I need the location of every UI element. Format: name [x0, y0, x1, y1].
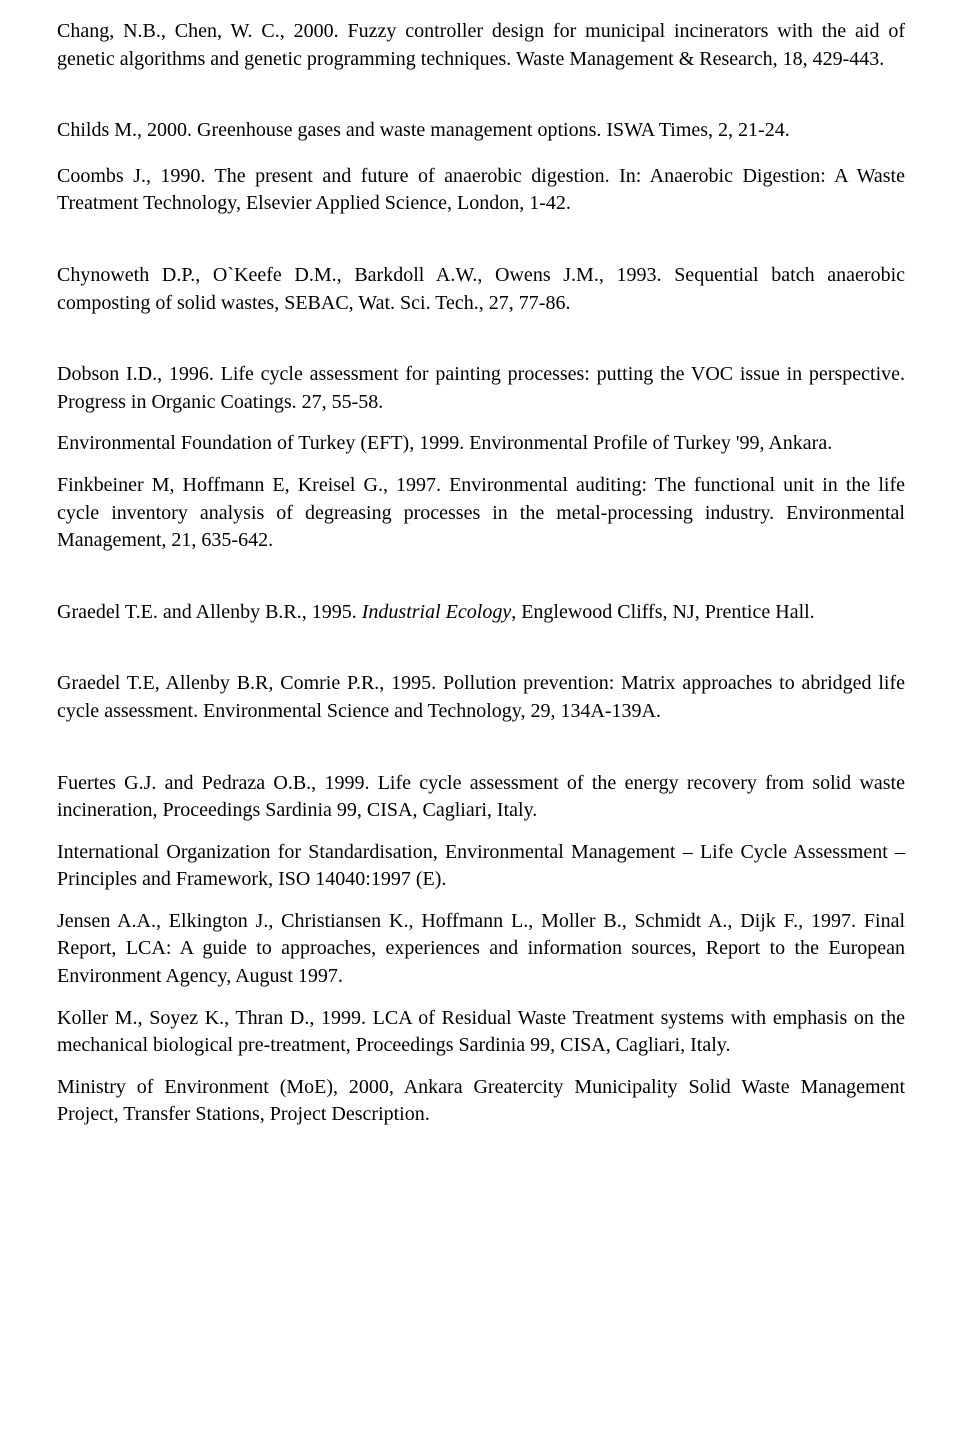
reference-iso: International Organization for Standardi…: [57, 839, 905, 894]
reference-childs: Childs M., 2000. Greenhouse gases and wa…: [57, 117, 905, 145]
reference-moe: Ministry of Environment (MoE), 2000, Ank…: [57, 1074, 905, 1129]
reference-finkbeiner: Finkbeiner M, Hoffmann E, Kreisel G., 19…: [57, 472, 905, 555]
reference-dobson: Dobson I.D., 1996. Life cycle assessment…: [57, 361, 905, 416]
reference-graedel-allenby: Graedel T.E. and Allenby B.R., 1995. Ind…: [57, 599, 905, 627]
reference-graedel-comrie: Graedel T.E, Allenby B.R, Comrie P.R., 1…: [57, 670, 905, 725]
graedel-post: , Englewood Cliffs, NJ, Prentice Hall.: [511, 601, 814, 623]
reference-koller: Koller M., Soyez K., Thran D., 1999. LCA…: [57, 1005, 905, 1060]
graedel-pre: Graedel T.E. and Allenby B.R., 1995.: [57, 601, 362, 623]
reference-fuertes: Fuertes G.J. and Pedraza O.B., 1999. Lif…: [57, 770, 905, 825]
reference-chang: Chang, N.B., Chen, W. C., 2000. Fuzzy co…: [57, 18, 905, 73]
reference-eft: Environmental Foundation of Turkey (EFT)…: [57, 430, 905, 458]
reference-chynoweth: Chynoweth D.P., O`Keefe D.M., Barkdoll A…: [57, 262, 905, 317]
reference-jensen: Jensen A.A., Elkington J., Christiansen …: [57, 908, 905, 991]
graedel-italic: Industrial Ecology: [362, 601, 511, 623]
reference-coombs: Coombs J., 1990. The present and future …: [57, 163, 905, 218]
